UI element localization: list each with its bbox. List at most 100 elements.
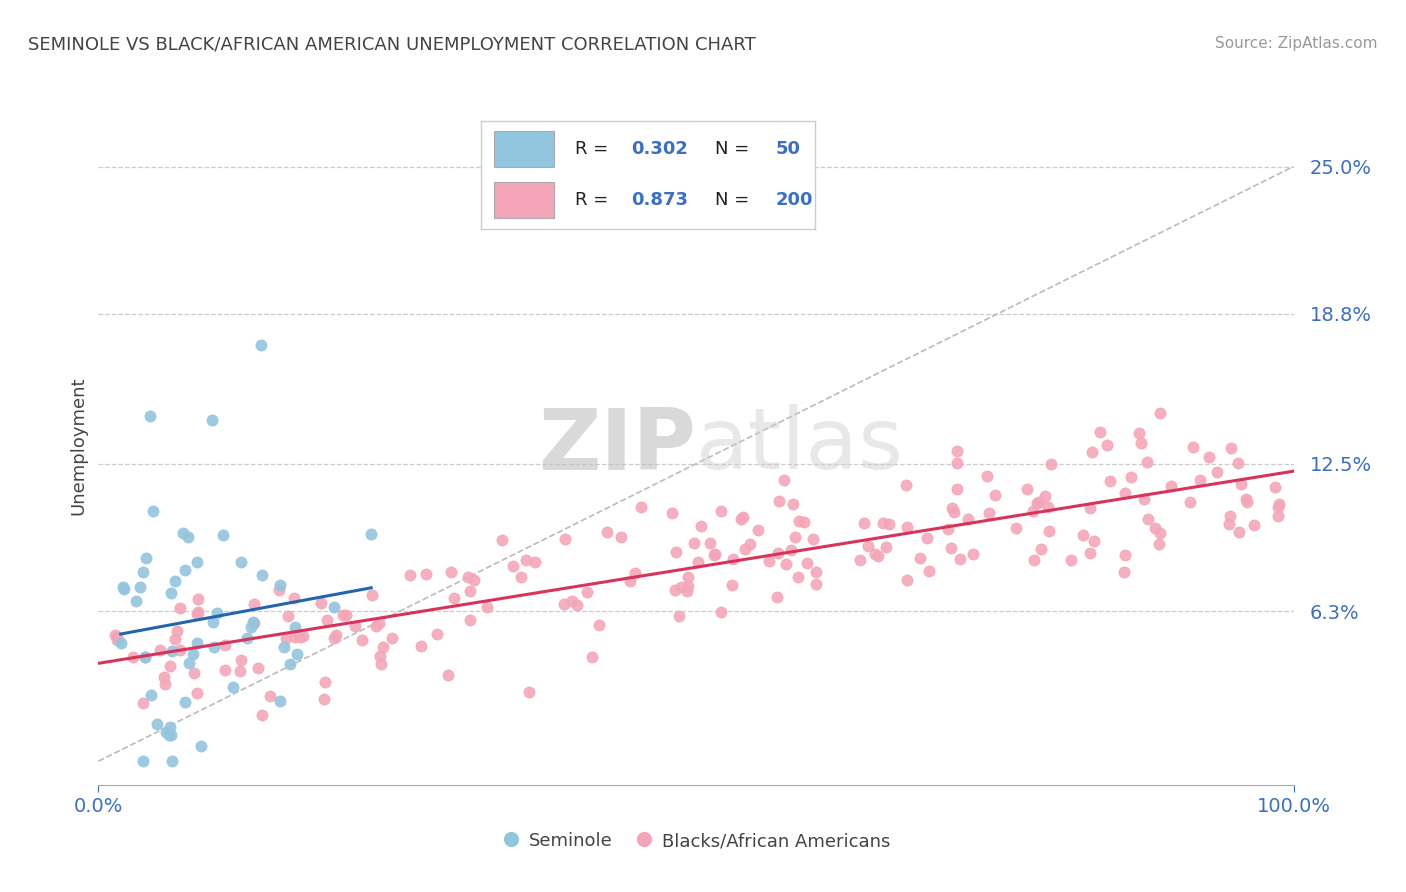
Blacks/African Americans <box>169 642 191 657</box>
Blacks/African Americans <box>1081 444 1104 458</box>
Blacks/African Americans <box>702 548 724 562</box>
Blacks/African Americans <box>153 670 176 684</box>
Blacks/African Americans <box>1119 470 1142 484</box>
Blacks/African Americans <box>1028 494 1050 508</box>
Blacks/African Americans <box>134 649 156 664</box>
Blacks/African Americans <box>165 632 187 646</box>
Blacks/African Americans <box>1205 465 1227 479</box>
Blacks/African Americans <box>977 506 1000 520</box>
Blacks/African Americans <box>187 605 209 619</box>
Blacks/African Americans <box>247 661 270 675</box>
Blacks/African Americans <box>730 512 752 526</box>
Blacks/African Americans <box>1226 456 1249 470</box>
Blacks/African Americans <box>458 614 481 628</box>
Blacks/African Americans <box>381 631 404 645</box>
Blacks/African Americans <box>1024 553 1046 567</box>
Blacks/African Americans <box>1243 518 1265 533</box>
Seminole <box>129 580 152 594</box>
Blacks/African Americans <box>941 501 963 516</box>
Blacks/African Americans <box>399 568 422 582</box>
Blacks/African Americans <box>1143 520 1166 534</box>
Blacks/African Americans <box>793 515 815 529</box>
Blacks/African Americans <box>682 535 704 549</box>
Blacks/African Americans <box>515 553 537 567</box>
Blacks/African Americans <box>1071 528 1094 542</box>
Seminole <box>322 600 344 615</box>
Blacks/African Americans <box>1137 512 1160 526</box>
Blacks/African Americans <box>187 592 209 607</box>
Blacks/African Americans <box>458 584 481 599</box>
Blacks/African Americans <box>945 444 967 458</box>
Blacks/African Americans <box>243 597 266 611</box>
Seminole <box>236 631 259 645</box>
Seminole <box>250 338 273 352</box>
Blacks/African Americans <box>804 565 827 579</box>
Blacks/African Americans <box>502 558 524 573</box>
Blacks/African Americans <box>159 658 181 673</box>
Blacks/African Americans <box>1022 503 1045 517</box>
Blacks/African Americans <box>277 608 299 623</box>
Seminole <box>250 568 273 582</box>
Seminole <box>134 649 156 664</box>
Blacks/African Americans <box>575 585 598 599</box>
Blacks/African Americans <box>409 640 432 654</box>
Blacks/African Americans <box>1198 450 1220 465</box>
Blacks/African Americans <box>276 632 298 646</box>
Blacks/African Americans <box>766 590 789 604</box>
Blacks/African Americans <box>1267 500 1289 514</box>
Blacks/African Americans <box>290 631 312 645</box>
Blacks/African Americans <box>686 555 709 569</box>
Blacks/African Americans <box>105 632 128 647</box>
Blacks/African Americans <box>1060 553 1083 567</box>
Blacks/African Americans <box>1015 482 1038 496</box>
Blacks/African Americans <box>436 667 458 681</box>
Blacks/African Americans <box>183 665 205 680</box>
Blacks/African Americans <box>581 650 603 665</box>
Blacks/African Americans <box>373 640 395 655</box>
Blacks/African Americans <box>1005 521 1028 535</box>
Blacks/African Americans <box>267 582 290 597</box>
Blacks/African Americans <box>1264 480 1286 494</box>
Blacks/African Americans <box>1218 516 1240 531</box>
Seminole <box>285 648 308 662</box>
Blacks/African Americans <box>939 541 962 555</box>
Seminole <box>125 594 148 608</box>
Blacks/African Americans <box>984 488 1007 502</box>
Blacks/African Americans <box>664 583 686 598</box>
Blacks/African Americans <box>169 601 191 615</box>
Blacks/African Americans <box>595 524 617 539</box>
Blacks/African Americans <box>787 514 810 528</box>
Blacks/African Americans <box>849 552 872 566</box>
Seminole <box>160 728 183 742</box>
Blacks/African Americans <box>918 564 941 578</box>
Blacks/African Americans <box>214 638 236 652</box>
Seminole <box>242 615 264 629</box>
Blacks/African Americans <box>122 650 145 665</box>
Blacks/African Americans <box>1083 534 1105 549</box>
Blacks/African Americans <box>733 509 755 524</box>
Blacks/African Americans <box>949 551 972 566</box>
Blacks/African Americans <box>785 530 807 544</box>
Seminole <box>284 620 307 634</box>
Blacks/African Americans <box>491 533 513 547</box>
Blacks/African Americans <box>439 566 461 580</box>
Blacks/African Americans <box>1267 508 1289 523</box>
Seminole <box>165 574 187 589</box>
Seminole <box>172 525 194 540</box>
Seminole <box>139 688 162 702</box>
Blacks/African Americans <box>565 598 588 612</box>
Seminole <box>186 555 208 569</box>
Blacks/African Americans <box>1038 524 1060 538</box>
Blacks/African Americans <box>1136 455 1159 469</box>
Blacks/African Americans <box>415 567 437 582</box>
Seminole <box>229 555 252 569</box>
Text: ZIP: ZIP <box>538 404 696 488</box>
Blacks/African Americans <box>509 569 531 583</box>
Y-axis label: Unemployment: Unemployment <box>69 376 87 516</box>
Blacks/African Americans <box>796 556 818 570</box>
Blacks/African Americans <box>856 539 879 553</box>
Blacks/African Americans <box>1078 501 1101 516</box>
Seminole <box>132 565 155 579</box>
Blacks/African Americans <box>323 631 346 645</box>
Blacks/African Americans <box>676 570 699 584</box>
